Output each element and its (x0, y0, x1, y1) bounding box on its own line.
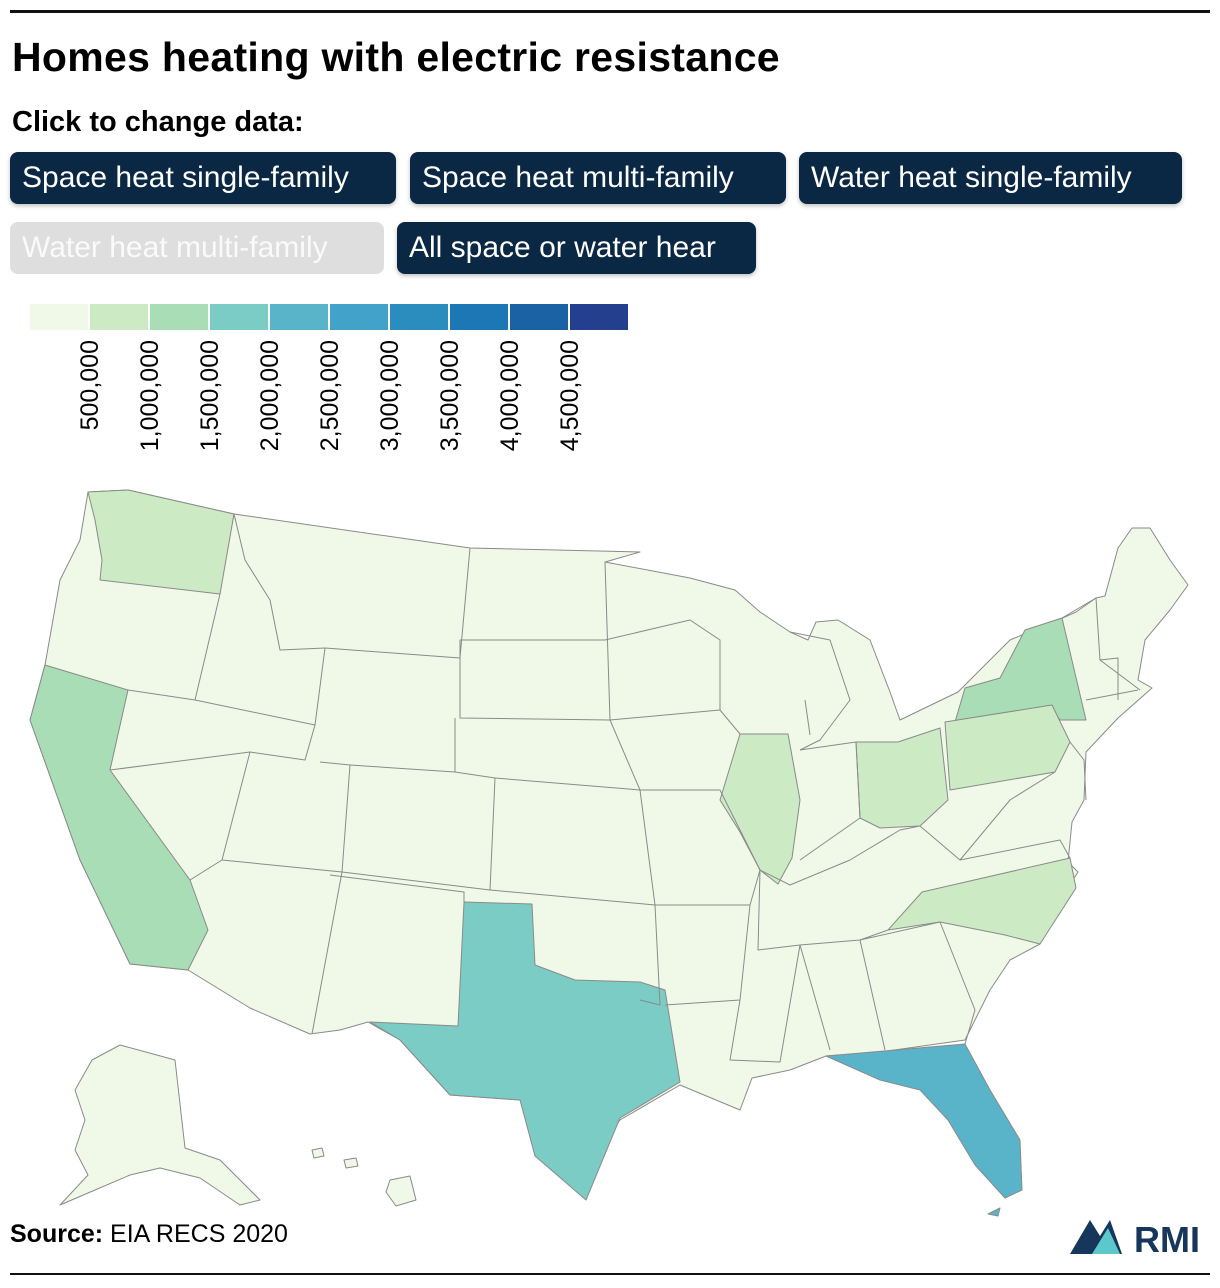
legend-tick-labels: 500,000 1,000,000 1,500,000 2,000,000 2,500,… (76, 340, 584, 451)
all-space-or-water-button[interactable]: All space or water hear (397, 222, 756, 274)
state-washington (87, 489, 235, 595)
state-ohio (855, 727, 949, 829)
state-hawaii (311, 1147, 325, 1159)
state-alaska (59, 1044, 261, 1206)
legend-tick-label: 500,000 (76, 340, 104, 430)
controls-label: Click to change data: (12, 106, 304, 138)
state-florida (825, 1043, 1023, 1199)
legend-swatch (30, 304, 88, 330)
legend-swatch (390, 304, 448, 330)
state-hawaii (385, 1175, 417, 1207)
legend-tick-label: 3,500,000 (436, 340, 464, 451)
source-text: EIA RECS 2020 (110, 1220, 288, 1248)
florida-keys (987, 1207, 1001, 1217)
legend-tick-label: 2,000,000 (256, 340, 284, 451)
space-heat-single-family-button[interactable]: Space heat single-family (10, 152, 396, 204)
svg-text:RMI: RMI (1134, 1219, 1200, 1256)
state-california (29, 664, 209, 971)
legend-tick-label: 3,000,000 (376, 340, 404, 451)
source-label: Source: (10, 1220, 104, 1248)
state-pennsylvania (944, 704, 1071, 791)
top-rule (10, 10, 1210, 13)
legend-swatch (210, 304, 268, 330)
legend-swatch (270, 304, 328, 330)
space-heat-multi-family-button[interactable]: Space heat multi-family (410, 152, 786, 204)
legend-swatch (450, 304, 508, 330)
bottom-rule (10, 1273, 1210, 1275)
state-hawaii (343, 1157, 359, 1169)
legend-tick-label: 2,500,000 (316, 340, 344, 451)
us-states-map (29, 489, 1189, 1217)
state-illinois (719, 733, 801, 885)
legend-swatches (30, 304, 628, 330)
legend-swatch (510, 304, 568, 330)
legend-swatch (570, 304, 628, 330)
source-note: Source: EIA RECS 2020 (10, 1220, 288, 1249)
water-heat-single-family-button[interactable]: Water heat single-family (799, 152, 1182, 204)
state-north-carolina (887, 857, 1077, 945)
legend-swatch (330, 304, 388, 330)
legend-tick-label: 1,500,000 (196, 340, 224, 451)
legend-tick-label: 1,000,000 (136, 340, 164, 451)
legend-tick-label: 4,500,000 (556, 340, 584, 451)
water-heat-multi-family-button[interactable]: Water heat multi-family (10, 222, 384, 274)
state-texas (369, 901, 681, 1201)
legend-swatch (150, 304, 208, 330)
rmi-logo: RMI (1070, 1219, 1200, 1256)
page-title: Homes heating with electric resistance (12, 34, 780, 80)
legend-tick-label: 4,000,000 (496, 340, 524, 451)
legend-swatch (90, 304, 148, 330)
